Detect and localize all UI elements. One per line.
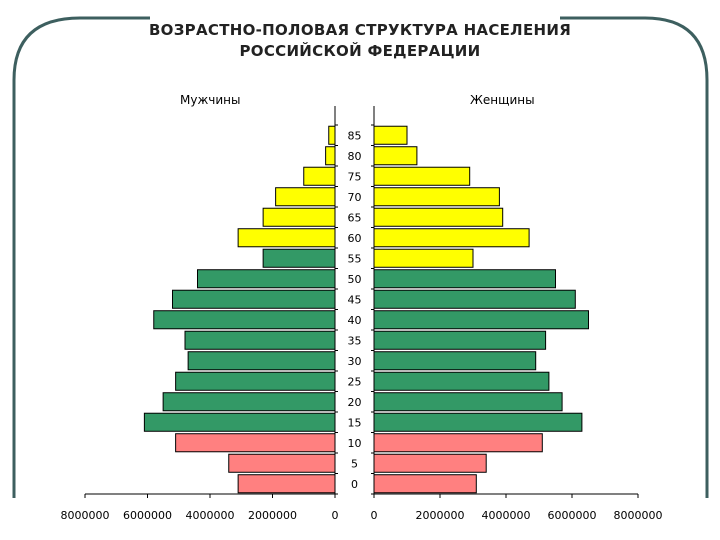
male-bars: [143, 125, 336, 494]
age-label: 60: [348, 232, 362, 245]
male-bar-15: [143, 412, 336, 432]
male-bar-20: [162, 392, 336, 412]
right-x-tick-label: 6000000: [548, 509, 597, 522]
right-x-tick-label: 0: [371, 509, 378, 522]
female-bar-50: [373, 269, 556, 289]
chart-title-line-2: РОССИЙСКОЙ ФЕДЕРАЦИИ: [239, 42, 481, 60]
right-x-tick-label: 4000000: [482, 509, 531, 522]
male-bar-60: [237, 228, 336, 248]
legend-female-label: Женщины: [470, 93, 535, 107]
age-label: 25: [348, 375, 362, 388]
right-x-tick-label: 2000000: [416, 509, 465, 522]
age-label: 0: [351, 478, 358, 491]
male-bar-10: [175, 433, 336, 453]
age-label: 85: [348, 129, 362, 142]
left-x-tick-label: 2000000: [248, 509, 297, 522]
female-bar-80: [373, 146, 418, 166]
age-label: 30: [348, 355, 362, 368]
chart-title: ВОЗРАСТНО-ПОЛОВАЯ СТРУКТУРА НАСЕЛЕНИЯ РО…: [120, 20, 600, 62]
male-bar-30: [187, 351, 336, 371]
male-bar-85: [328, 125, 336, 145]
female-bar-60: [373, 228, 530, 248]
age-label: 75: [348, 170, 362, 183]
age-label: 80: [348, 150, 362, 163]
male-bar-80: [325, 146, 336, 166]
female-bar-40: [373, 310, 589, 330]
axes: 8000000 6000000 4000000 2000000 0 0 2000000 400…: [61, 106, 663, 522]
male-bar-70: [275, 187, 336, 207]
male-bar-5: [228, 453, 336, 473]
legend-male-label: Мужчины: [180, 93, 240, 107]
female-bar-10: [373, 433, 543, 453]
male-bar-75: [303, 166, 336, 186]
female-bar-70: [373, 187, 500, 207]
male-bar-25: [175, 371, 336, 391]
age-labels: 0 5 10 15 20 25 30 35 40 45 50 55 60 65 70 75 80 85: [348, 129, 362, 491]
female-bar-65: [373, 207, 504, 227]
left-x-tick-label: 4000000: [186, 509, 235, 522]
female-bar-35: [373, 330, 547, 350]
male-bar-35: [184, 330, 336, 350]
female-bar-5: [373, 453, 487, 473]
age-label: 65: [348, 211, 362, 224]
female-bar-85: [373, 125, 408, 145]
male-bar-65: [262, 207, 336, 227]
age-label: 5: [351, 457, 358, 470]
male-bar-55: [262, 248, 336, 268]
male-bar-40: [153, 310, 336, 330]
female-bar-75: [373, 166, 471, 186]
female-bar-25: [373, 371, 550, 391]
female-bar-30: [373, 351, 537, 371]
age-label: 15: [348, 416, 362, 429]
age-label: 40: [348, 314, 362, 327]
left-x-tick-label: 6000000: [123, 509, 172, 522]
age-label: 70: [348, 191, 362, 204]
age-label: 20: [348, 396, 362, 409]
female-bar-0: [373, 474, 477, 494]
male-bar-50: [197, 269, 336, 289]
right-x-tick-label: 8000000: [614, 509, 663, 522]
female-bars: [373, 125, 589, 494]
left-x-tick-label: 0: [332, 509, 339, 522]
chart-title-line-1: ВОЗРАСТНО-ПОЛОВАЯ СТРУКТУРА НАСЕЛЕНИЯ: [148, 21, 572, 39]
age-label: 35: [348, 334, 362, 347]
age-label: 55: [348, 252, 362, 265]
male-bar-0: [237, 474, 336, 494]
age-label: 50: [348, 273, 362, 286]
female-bar-55: [373, 248, 474, 268]
female-bar-15: [373, 412, 583, 432]
male-bar-45: [172, 289, 336, 309]
female-bar-20: [373, 392, 563, 412]
female-bar-45: [373, 289, 576, 309]
age-label: 10: [348, 437, 362, 450]
left-x-tick-label: 8000000: [61, 509, 110, 522]
age-label: 45: [348, 293, 362, 306]
